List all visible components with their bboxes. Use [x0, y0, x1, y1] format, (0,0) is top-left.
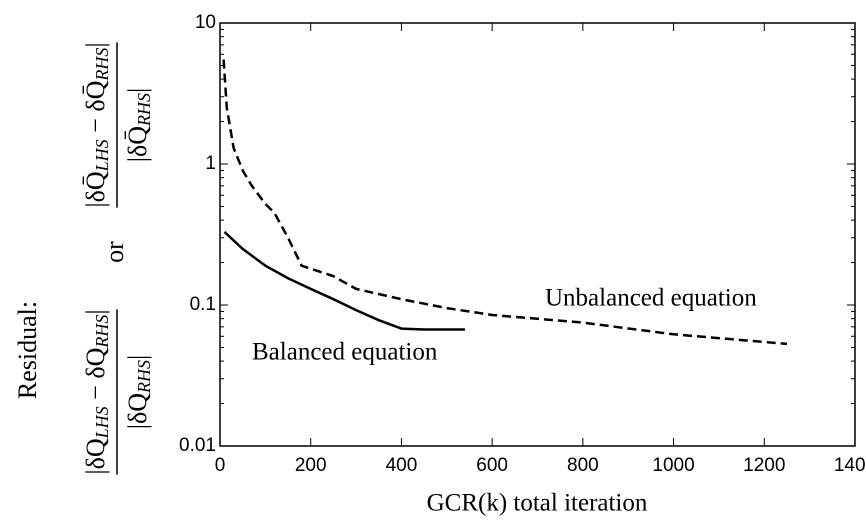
y-label-part: − δQ̄: [81, 80, 110, 139]
y-tick-label: 0.01: [179, 435, 216, 456]
annotation: Balanced equation: [252, 339, 438, 366]
y-label-part: |: [123, 355, 152, 360]
x-tick-label: 600: [476, 455, 508, 476]
y-tick-label: 0.1: [190, 294, 216, 315]
x-axis-label: GCR(k) total iteration: [427, 490, 648, 517]
plot-frame: [219, 22, 856, 447]
y-axis-label: Residual:or|δQLHS − δQRHS||δQRHS||δQ̄LHS…: [13, 42, 154, 475]
y-label-part: |: [81, 309, 110, 314]
y-label-part: |: [123, 88, 152, 93]
y-tick-label: 1: [205, 153, 216, 174]
subscript: RHS: [92, 48, 112, 82]
y-label-prefix: Residual:: [13, 301, 42, 399]
fraction-denominator: |δQ̄RHS|: [123, 88, 154, 162]
y-label-part: |δQ̄: [123, 126, 152, 162]
y-label-joiner: or: [100, 241, 129, 263]
fraction-numerator: |δQ̄LHS − δQ̄RHS|: [81, 42, 112, 207]
x-tick-label: 0: [215, 455, 226, 476]
y-tick-label: 10: [195, 12, 216, 33]
subscript: RHS: [92, 315, 112, 349]
data-line: [222, 59, 788, 346]
y-label-part: |δQ: [123, 393, 152, 429]
x-tick-label: 400: [386, 455, 418, 476]
x-tick-label: 800: [567, 455, 599, 476]
fraction-denominator: |δQRHS|: [123, 355, 154, 429]
fraction-numerator: |δQLHS − δQRHS|: [81, 309, 112, 474]
subscript: LHS: [92, 406, 112, 439]
y-label-part: |δQ̄: [81, 171, 110, 207]
subscript: RHS: [134, 360, 154, 394]
annotation: Unbalanced equation: [545, 285, 757, 312]
subscript: RHS: [134, 93, 154, 127]
y-label-part: |: [81, 42, 110, 47]
x-tick-label: 1200: [743, 455, 785, 476]
subscript: LHS: [92, 139, 112, 172]
y-label-part: − δQ: [81, 347, 110, 406]
x-tick-label: 1000: [652, 455, 694, 476]
data-line: [223, 230, 465, 331]
y-label-part: |δQ: [81, 438, 110, 474]
x-tick-label: 200: [295, 455, 327, 476]
